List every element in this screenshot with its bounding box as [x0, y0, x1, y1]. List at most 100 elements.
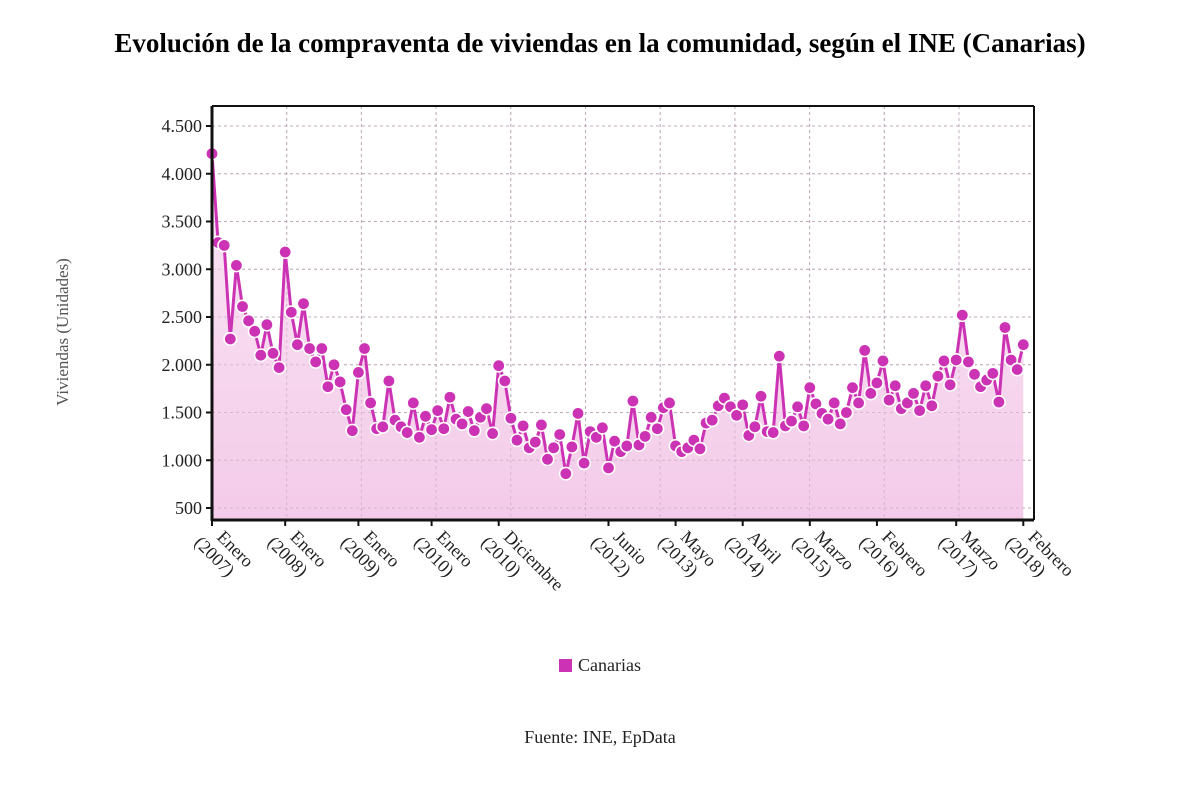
data-point[interactable]: 1520 [430, 403, 445, 418]
data-point[interactable]: 2420 [259, 317, 274, 332]
data-point[interactable]: 1010 [540, 452, 555, 467]
data-point[interactable]: 1450 [644, 410, 659, 425]
data-point[interactable]: 1790 [943, 377, 958, 392]
data-point[interactable]: 1210 [509, 433, 524, 448]
data-point[interactable]: 2550 [284, 305, 299, 320]
data-point[interactable]: 1620 [625, 394, 640, 409]
data-point[interactable]: 1830 [497, 373, 512, 388]
data-point[interactable]: 2100 [253, 348, 268, 363]
data-point[interactable]: 1330 [650, 421, 665, 436]
data-point[interactable]: 2170 [314, 341, 329, 356]
data-point[interactable]: 1410 [784, 414, 799, 429]
data-point[interactable]: 1460 [418, 409, 433, 424]
data-point[interactable]: 2270 [223, 331, 238, 346]
data-point[interactable]: 2150 [857, 343, 872, 358]
data-point[interactable]: 1150 [619, 438, 634, 453]
data-point[interactable]: 1780 [918, 378, 933, 393]
data-point[interactable]: 1700 [863, 386, 878, 401]
data-point[interactable]: 2030 [308, 354, 323, 369]
data-point[interactable]: 1880 [930, 369, 945, 384]
data-point[interactable]: 1290 [400, 425, 415, 440]
data-point[interactable]: 1350 [375, 419, 390, 434]
data-point[interactable]: 1580 [735, 397, 750, 412]
data-point[interactable]: 1420 [705, 413, 720, 428]
data-point[interactable]: 1670 [753, 389, 768, 404]
data-point[interactable]: 1500 [839, 405, 854, 420]
data-point[interactable]: 2040 [936, 353, 951, 368]
data-point[interactable]: 3040 [229, 258, 244, 273]
data-point[interactable]: 2000 [326, 357, 341, 372]
data-point[interactable]: 1600 [363, 395, 378, 410]
data-point[interactable]: 1440 [503, 411, 518, 426]
data-point[interactable]: 2170 [302, 341, 317, 356]
data-point[interactable]: 2610 [235, 299, 250, 314]
data-point[interactable]: 1990 [491, 358, 506, 373]
data-point[interactable]: 1310 [467, 423, 482, 438]
data-point[interactable]: 1360 [796, 418, 811, 433]
data-point[interactable]: 1320 [424, 422, 439, 437]
data-point[interactable]: 2640 [296, 296, 311, 311]
data-point[interactable]: 1820 [333, 374, 348, 389]
data-point[interactable]: 1120 [692, 441, 707, 456]
data-point[interactable]: 1950 [1010, 362, 1025, 377]
data-point[interactable]: 1630 [882, 393, 897, 408]
data-point[interactable]: 1140 [564, 439, 579, 454]
data-point[interactable]: 1770 [320, 379, 335, 394]
data-point[interactable]: 1610 [991, 394, 1006, 409]
data-point[interactable]: 1600 [406, 395, 421, 410]
data-point[interactable]: 1540 [479, 401, 494, 416]
data-point[interactable]: 2460 [241, 313, 256, 328]
data-point[interactable]: 1330 [436, 421, 451, 436]
data-point[interactable]: 1250 [638, 429, 653, 444]
data-point[interactable]: 1780 [888, 378, 903, 393]
data-point[interactable]: 1600 [827, 395, 842, 410]
data-point[interactable]: 2030 [961, 354, 976, 369]
data-point[interactable]: 920 [601, 460, 616, 475]
data-point[interactable]: 970 [577, 456, 592, 471]
data-point[interactable]: 1600 [851, 395, 866, 410]
data-point[interactable]: 1310 [345, 423, 360, 438]
data-point[interactable]: 2350 [247, 324, 262, 339]
data-point[interactable]: 1200 [607, 434, 622, 449]
data-point[interactable]: 1910 [985, 366, 1000, 381]
data-point[interactable]: 1430 [821, 412, 836, 427]
data-point[interactable]: 1760 [845, 380, 860, 395]
data-point[interactable]: 1600 [662, 395, 677, 410]
data-point[interactable]: 1520 [912, 403, 927, 418]
data-point[interactable]: 1190 [528, 435, 543, 450]
data-point[interactable]: 1360 [516, 418, 531, 433]
data-point[interactable]: 1560 [790, 399, 805, 414]
data-point[interactable]: 1660 [442, 390, 457, 405]
data-point[interactable]: 1530 [339, 402, 354, 417]
data-point[interactable]: 1970 [272, 360, 287, 375]
data-point[interactable]: 1700 [906, 386, 921, 401]
data-point[interactable]: 2170 [357, 341, 372, 356]
data-point[interactable]: 2210 [290, 337, 305, 352]
data-point[interactable]: 1490 [570, 406, 585, 421]
data-point[interactable]: 1270 [552, 427, 567, 442]
data-point[interactable]: 2210 [1016, 337, 1031, 352]
data-point[interactable]: 3250 [217, 238, 232, 253]
data-point[interactable]: 1130 [546, 440, 561, 455]
data-point[interactable]: 1290 [766, 425, 781, 440]
data-point[interactable]: 1280 [485, 426, 500, 441]
data-point[interactable]: 1350 [747, 419, 762, 434]
data-point[interactable]: 2390 [997, 320, 1012, 335]
data-point[interactable]: 2520 [955, 308, 970, 323]
data-point[interactable]: 3180 [278, 245, 293, 260]
data-point[interactable]: 1470 [729, 408, 744, 423]
data-point[interactable]: 860 [558, 466, 573, 481]
data-point[interactable]: 1370 [534, 417, 549, 432]
data-point[interactable]: 1760 [802, 380, 817, 395]
data-point[interactable]: 2050 [949, 352, 964, 367]
data-point[interactable]: 1380 [455, 416, 470, 431]
data-point[interactable]: 1340 [595, 420, 610, 435]
data-point[interactable]: 1900 [967, 367, 982, 382]
data-point[interactable]: 2120 [265, 346, 280, 361]
data-point[interactable]: 1240 [412, 430, 427, 445]
data-point[interactable]: 1380 [833, 416, 848, 431]
data-point[interactable]: 1920 [351, 365, 366, 380]
data-point[interactable]: 1830 [381, 373, 396, 388]
data-point[interactable]: 1510 [461, 404, 476, 419]
data-point[interactable]: 1810 [869, 375, 884, 390]
